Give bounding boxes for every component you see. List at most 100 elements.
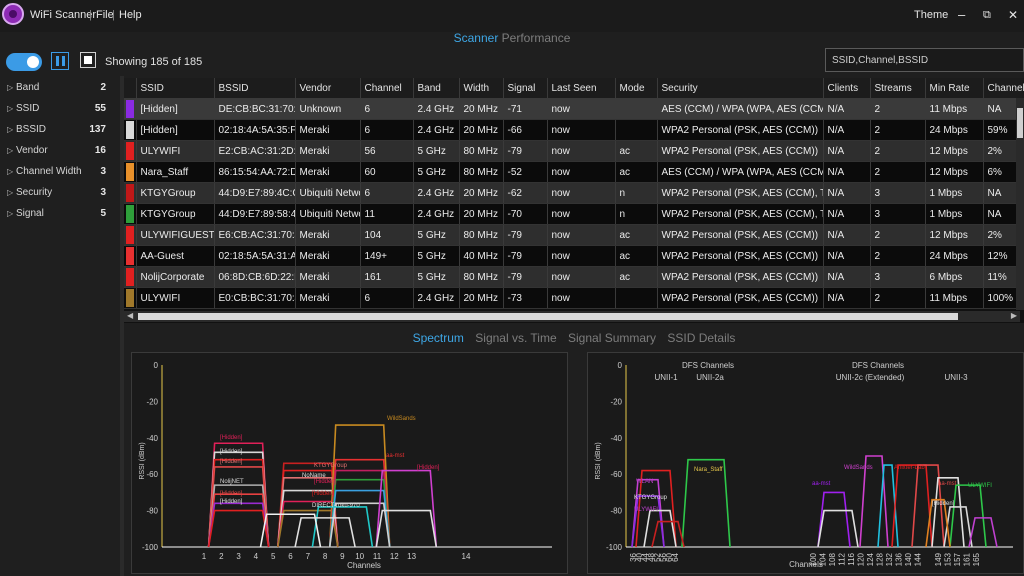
- dfs-label-right: DFS Channels: [852, 361, 904, 370]
- column-header-security[interactable]: Security: [657, 78, 824, 99]
- column-header-color[interactable]: [124, 78, 137, 99]
- minimize-icon[interactable]: –: [958, 7, 966, 22]
- network-label: Nara_Staff: [694, 467, 723, 473]
- network-label: NolijNET: [220, 479, 244, 485]
- cell-channel-u: 12%: [983, 245, 1024, 267]
- cell-streams: 2: [870, 98, 926, 120]
- network-label: NoName: [302, 473, 326, 479]
- row-color-cell: [124, 119, 137, 141]
- column-header-last-seen[interactable]: Last Seen: [547, 78, 616, 99]
- cell-mode: ac: [615, 140, 658, 162]
- scroll-right-icon[interactable]: ▶: [1010, 311, 1017, 320]
- network-trace: [328, 424, 391, 548]
- network-trace: [375, 509, 438, 548]
- y-tick-label: -60: [610, 470, 622, 479]
- horizontal-scrollbar[interactable]: ◀ ▶: [124, 311, 1020, 322]
- table-row[interactable]: KTGYGroup 44:D9:E7:89:58:41 Ubiquiti Netwo…: [124, 203, 1024, 225]
- cell-signal: -73: [503, 287, 548, 309]
- table-row[interactable]: AA-Guest 02:18:5A:5A:31:A1 Meraki 149+ 5 GHz…: [124, 245, 1024, 267]
- column-header-ssid[interactable]: SSID: [136, 78, 215, 99]
- theme-menu[interactable]: Theme: [914, 9, 949, 21]
- network-label: DIRECT-roku-970: [312, 503, 360, 509]
- column-header-signal[interactable]: Signal: [503, 78, 548, 99]
- column-header-min-rate[interactable]: Min Rate: [925, 78, 984, 99]
- menu-help[interactable]: Help: [119, 9, 142, 21]
- y-axis-label: RSSI (dBm): [595, 442, 602, 479]
- cell-channel: 149+: [360, 245, 414, 267]
- column-header-band[interactable]: Band: [413, 78, 460, 99]
- cell-bssid: E2:CB:AC:31:2D:F0: [214, 140, 296, 162]
- sidebar-item-signal[interactable]: ▷ Signal 5: [0, 206, 120, 227]
- network-trace: [277, 477, 339, 548]
- cell-width: 20 MHz: [459, 98, 504, 120]
- network-trace: [294, 517, 356, 548]
- column-header-width[interactable]: Width: [459, 78, 504, 99]
- x-tick-label: 11: [373, 552, 382, 561]
- close-icon[interactable]: ✕: [1008, 8, 1019, 22]
- horizontal-scroll-thumb[interactable]: [138, 313, 958, 320]
- sidebar-splitter[interactable]: [120, 76, 124, 576]
- column-header-vendor[interactable]: Vendor: [295, 78, 361, 99]
- column-header-mode[interactable]: Mode: [615, 78, 658, 99]
- column-header-clients[interactable]: Clients: [823, 78, 871, 99]
- network-label: ULYWIFI: [634, 507, 658, 513]
- stop-icon[interactable]: [80, 52, 96, 68]
- cell-last-seen: now: [547, 203, 616, 225]
- cell-signal: -66: [503, 119, 548, 141]
- cell-mode: ac: [615, 266, 658, 288]
- cell-min-rate: 1 Mbps: [925, 182, 984, 204]
- network-label: WildSands: [844, 465, 873, 471]
- network-trace: [931, 477, 965, 548]
- cell-clients: N/A: [823, 98, 871, 120]
- scan-toggle[interactable]: [6, 53, 42, 71]
- sidebar-item-channel-width[interactable]: ▷ Channel Width 3: [0, 164, 120, 185]
- vertical-scroll-thumb[interactable]: [1017, 108, 1023, 138]
- scroll-left-icon[interactable]: ◀: [127, 311, 134, 320]
- y-tick-label: -20: [610, 397, 622, 406]
- unii3-label: UNII-3: [944, 373, 968, 382]
- tab-performance[interactable]: Performance: [501, 31, 571, 45]
- cell-bssid: E6:CB:AC:31:70:42: [214, 224, 296, 246]
- table-row[interactable]: [Hidden]DE:CB:BC:31:70:42Unknown62.4 GHz…: [124, 98, 1024, 120]
- x-tick-label: 44: [641, 552, 650, 561]
- sidebar-item-bssid[interactable]: ▷ BSSID 137: [0, 122, 120, 143]
- pause-icon[interactable]: [51, 52, 69, 70]
- table-row[interactable]: [Hidden] 02:18:4A:5A:35:F1 Meraki 6 2.4 GHz 2…: [124, 119, 1024, 141]
- table-row[interactable]: NolijCorporate06:8D:CB:6D:22:FBMeraki161…: [124, 266, 1024, 288]
- tab-spectrum[interactable]: Spectrum: [412, 331, 464, 345]
- restore-icon[interactable]: ⧉: [983, 9, 991, 21]
- column-header-bssid[interactable]: BSSID: [214, 78, 296, 99]
- network-trace: [259, 513, 322, 548]
- column-header-channel-utilization[interactable]: Channel U: [983, 78, 1024, 99]
- vertical-scrollbar[interactable]: [1016, 98, 1024, 310]
- column-header-channel[interactable]: Channel: [360, 78, 414, 99]
- cell-streams: 2: [870, 119, 926, 141]
- tab-signal-summary[interactable]: Signal Summary: [568, 331, 657, 345]
- x-tick-label: 3: [236, 552, 241, 561]
- cell-streams: 2: [870, 161, 926, 183]
- network-trace: [681, 458, 731, 548]
- sidebar-item-band[interactable]: ▷ Band 2: [0, 80, 120, 101]
- cell-ssid: ULYWIFI: [136, 140, 215, 162]
- cell-clients: N/A: [823, 287, 871, 309]
- x-tick-label: 100: [809, 552, 818, 566]
- filter-input[interactable]: [825, 48, 1024, 72]
- sidebar-item-security[interactable]: ▷ Security 3: [0, 185, 120, 206]
- network-trace: [949, 484, 987, 548]
- menu-file[interactable]: File: [96, 9, 114, 21]
- sidebar-item-vendor[interactable]: ▷ Vendor 16: [0, 143, 120, 164]
- column-header-streams[interactable]: Streams: [870, 78, 926, 99]
- cell-band: 5 GHz: [413, 266, 460, 288]
- table-row[interactable]: ULYWIFIGUESTE6:CB:AC:31:70:42Meraki1045 …: [124, 224, 1024, 246]
- tab-scanner[interactable]: Scanner: [453, 31, 499, 45]
- sidebar-item-ssid[interactable]: ▷ SSID 55: [0, 101, 120, 122]
- row-color-swatch: [126, 289, 134, 307]
- tab-signal-vs-time[interactable]: Signal vs. Time: [475, 331, 557, 345]
- unii2c-label: UNII-2c (Extended): [836, 373, 905, 382]
- cell-min-rate: 24 Mbps: [925, 245, 984, 267]
- tab-ssid-details[interactable]: SSID Details: [667, 331, 736, 345]
